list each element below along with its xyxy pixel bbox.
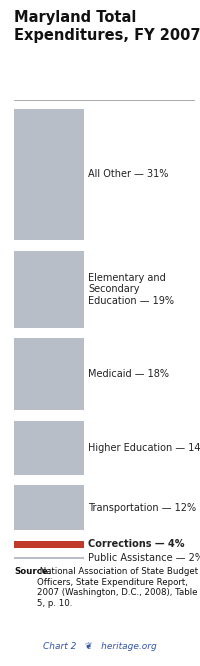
Text: Public Assistance — 2%: Public Assistance — 2% [88, 553, 200, 563]
Text: All Other — 31%: All Other — 31% [88, 169, 168, 179]
Text: Transportation — 12%: Transportation — 12% [88, 503, 196, 513]
Text: Maryland Total
Expenditures, FY 2007: Maryland Total Expenditures, FY 2007 [14, 10, 200, 43]
Text: Corrections — 4%: Corrections — 4% [88, 539, 184, 549]
Text: Elementary and
Secondary
Education — 19%: Elementary and Secondary Education — 19% [88, 273, 174, 306]
Text: Higher Education — 14%: Higher Education — 14% [88, 443, 200, 453]
Text: Source:: Source: [14, 567, 51, 577]
Text: Medicaid — 18%: Medicaid — 18% [88, 370, 169, 380]
Text: National Association of State Budget Officers, State Expenditure Report, 2007 (W: National Association of State Budget Off… [37, 567, 198, 607]
Text: Chart 2   ❦   heritage.org: Chart 2 ❦ heritage.org [43, 641, 157, 651]
